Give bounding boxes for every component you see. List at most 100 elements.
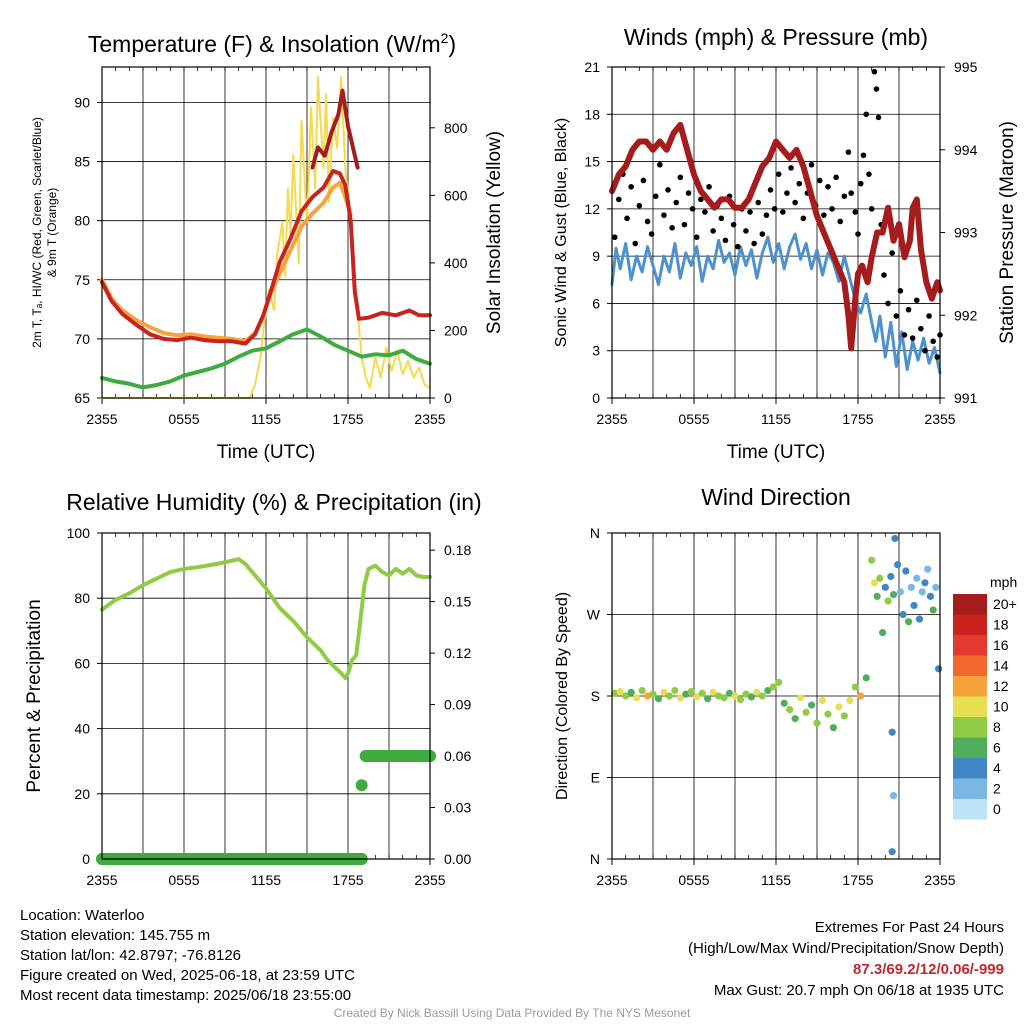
data-point [816,177,823,184]
y-tick-label: 0 [592,390,600,406]
direction-point [899,610,907,619]
y-tick-label: 20 [74,786,90,802]
y-tick-label: 9 [592,248,600,264]
data-point [644,218,651,225]
data-point [881,272,887,278]
data-point [640,177,647,184]
legend-swatch [953,696,987,717]
y2-tick-label: 800 [444,120,468,136]
title-superscript: 2 [441,30,449,46]
data-point [788,165,794,171]
direction-point [622,692,630,700]
data-point [665,187,671,193]
max-gust: Max Gust: 20.7 mph On 06/18 at 1935 UTC [713,982,1004,999]
data-point [628,183,634,190]
direction-point [929,606,937,614]
legend-swatch [953,799,987,820]
data-point [934,354,941,360]
extremes-legend: (High/Low/Max Wind/Precipitation/Snow De… [688,940,1004,957]
direction-point [736,696,745,704]
y-axis-label-line1: 2m T, Tₐ, HI/WC (Red, Green, Scarlet/Blu… [30,117,44,348]
y-tick-label: N [590,525,600,541]
data-point [763,212,770,218]
direction-point [894,561,902,569]
data-point [909,335,916,341]
x-tick-label: 1755 [332,872,363,888]
direction-point [910,601,918,610]
data-point [771,206,778,212]
data-point [767,187,774,193]
data-point [866,171,872,177]
y-tick-label: 0 [82,851,90,867]
legend-label: 16 [993,637,1009,653]
y2-tick-label: 0.03 [444,800,471,816]
plot-border [101,532,431,860]
extremes-values: 87.3/69.2/12/0.06/-999 [853,961,1004,978]
legend-label: 10 [993,699,1009,715]
data-point [873,86,880,92]
y2-axis-label: Station Pressure (Maroon) [997,121,1018,344]
data-point [857,180,864,187]
direction-point [715,692,723,700]
humidity-precipitation-panel: 2355 0555 1155 1755 2355 0 20 40 60 80 100 0.00 0.03… [24,489,482,888]
legend-swatch [953,758,987,779]
y-tick-label: 80 [74,590,90,606]
x-tick-label: 2355 [414,411,445,427]
data-point [913,297,920,304]
direction-point [687,687,695,696]
direction-point [786,705,794,714]
direction-point [747,693,756,701]
data-point [734,243,741,250]
y-tick-label: W [587,607,601,623]
direction-point [818,696,827,705]
legend-title: mph [990,574,1017,590]
legend-label: 2 [993,781,1001,797]
data-point [868,206,875,212]
direction-point [888,728,896,736]
direction-point [862,674,870,682]
y2-tick-label: 0.18 [444,542,471,558]
direction-point [654,695,663,703]
x-tick-label: 1755 [842,411,873,427]
data-point [821,212,827,218]
data-point [780,209,786,215]
data-point [829,206,835,212]
y-tick-label: 18 [584,106,600,122]
legend-label: 20+ [993,596,1017,612]
y-tick-label: 21 [584,59,600,75]
y-tick-label: 12 [584,201,600,217]
direction-point [725,689,734,697]
y2-tick-label: 994 [954,142,978,158]
legend-label: 18 [993,617,1009,633]
extremes-heading: Extremes For Past 24 Hours [814,919,1004,936]
data-point [689,206,696,212]
plot-border [611,532,941,860]
legend-swatch [953,655,987,676]
x-tick-label: 1755 [842,872,873,888]
direction-point [682,690,690,698]
data-point [730,221,737,228]
data-point [657,161,663,168]
y2-tick-label: 993 [954,225,978,241]
data-point [897,288,904,294]
title-tail: ) [448,31,456,57]
x-tick-label: 1155 [761,411,791,427]
data-point [677,174,684,181]
data-point [860,152,867,159]
direction-point [627,688,635,696]
direction-point [813,719,821,727]
station-location: Location: Waterloo [20,907,145,924]
direction-point [891,534,899,543]
y2-axis-label: Solar Insolation (Yellow) [484,131,505,334]
direction-point [704,695,712,703]
legend-label: 14 [993,658,1009,674]
x-tick-label: 2355 [86,411,117,427]
direction-point [889,792,898,800]
direction-point [769,683,777,691]
y-tick-label: 60 [74,655,90,671]
y-tick-label: 40 [74,721,90,737]
direction-point [932,583,940,591]
x-tick-label: 2355 [924,872,955,888]
data-point [889,250,895,256]
legend-label: 6 [993,740,1001,756]
